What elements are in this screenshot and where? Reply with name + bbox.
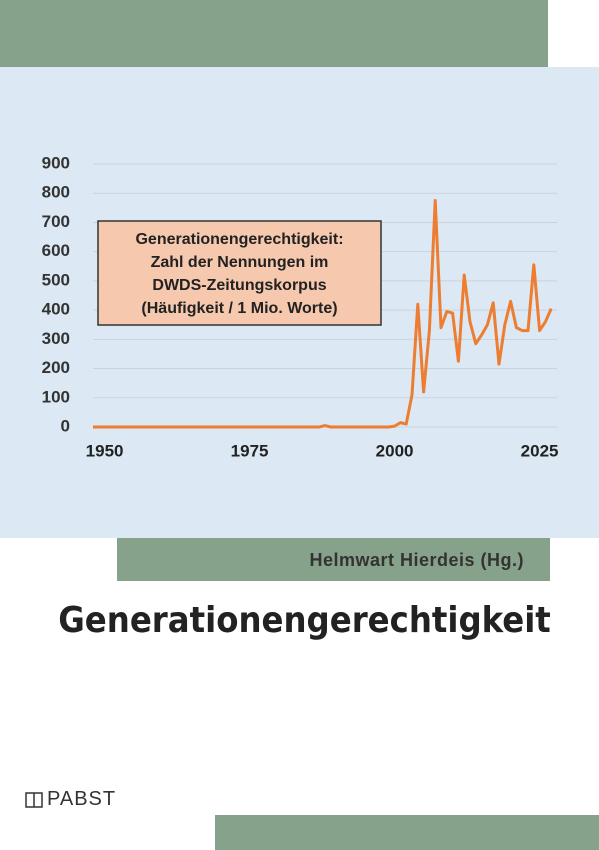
chart: 0 100 200 300 400 500 600 700 800 900 1950 1975 2000… (42, 153, 559, 460)
annotation-line: (Häufigkeit / 1 Mio. Worte) (141, 300, 337, 317)
annotation-line: Zahl der Nennungen im (151, 254, 329, 271)
annotation-line: Generationengerechtigkeit: (135, 231, 343, 248)
y-tick-label: 600 (42, 241, 70, 260)
publisher-icon (25, 791, 43, 808)
y-tick-label: 200 (42, 358, 70, 377)
line-series (93, 199, 553, 429)
x-tick-label: 2000 (376, 441, 414, 460)
y-tick-label: 500 (42, 270, 70, 289)
y-tick-label: 0 (61, 416, 70, 435)
x-tick-label: 2025 (521, 441, 559, 460)
author: Helmwart Hierdeis (Hg.) (309, 550, 524, 570)
y-tick-label: 900 (42, 153, 70, 172)
bottom-band (215, 815, 599, 850)
y-tick-label: 800 (42, 183, 70, 202)
book-title: Generationengerechtigkeit (58, 600, 551, 641)
annotation-box (97, 220, 382, 326)
y-tick-label: 100 (42, 387, 70, 406)
author-band: Helmwart Hierdeis (Hg.) (117, 538, 550, 581)
x-tick-label: 1975 (231, 441, 269, 460)
y-tick-label: 700 (42, 212, 70, 231)
publisher-logo: PABST (25, 788, 116, 811)
top-band (0, 0, 548, 67)
y-tick-label: 400 (42, 300, 70, 319)
annotation-line: DWDS-Zeitungskorpus (152, 277, 326, 294)
x-tick-label: 1950 (86, 441, 124, 460)
y-tick-label: 300 (42, 329, 70, 348)
publisher: PABST (47, 788, 117, 810)
